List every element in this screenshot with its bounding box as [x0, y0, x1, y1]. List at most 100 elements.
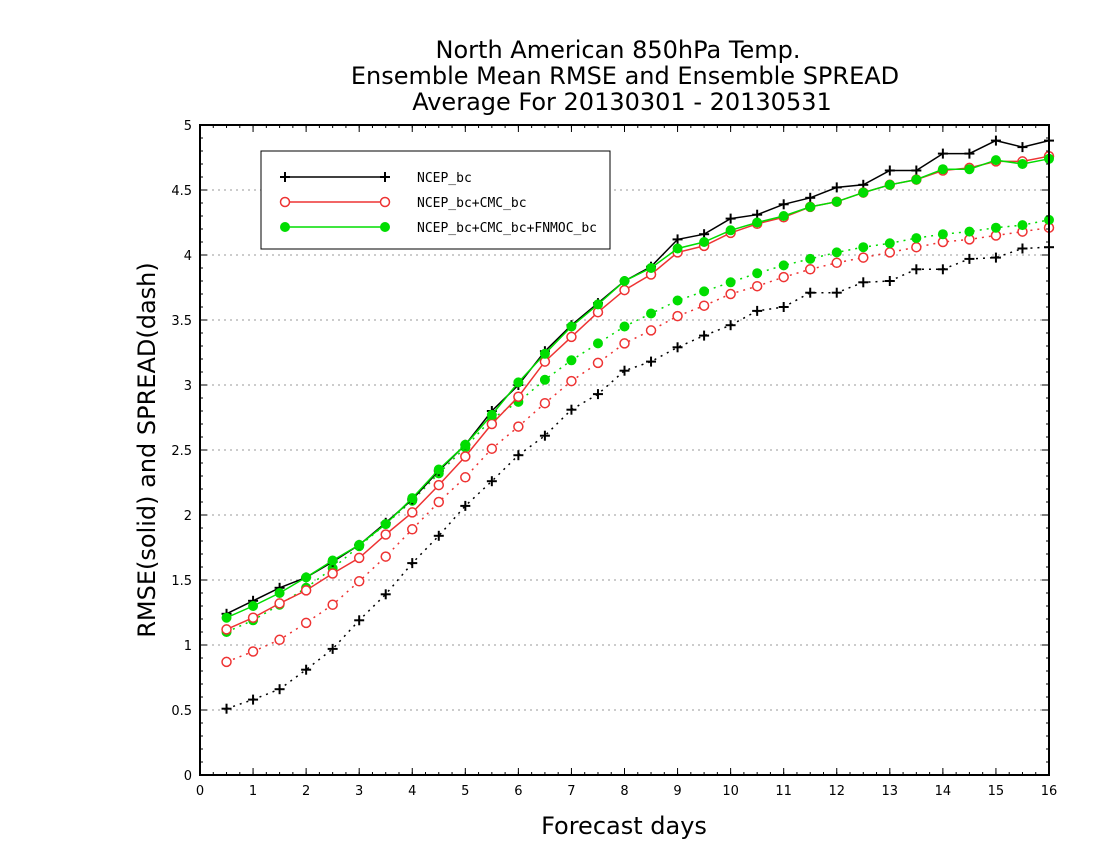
- legend-marker: [380, 222, 390, 232]
- series-spread-point-0: [221, 703, 232, 714]
- legend-label: NCEP_bc: [417, 171, 472, 186]
- series-spread-point-1: [672, 310, 683, 322]
- series-spread-point-0: [1017, 243, 1028, 254]
- series-rmse-point-0: [831, 182, 842, 193]
- series-rmse-point-1: [327, 568, 338, 579]
- series-rmse-point-0: [725, 213, 736, 224]
- series-rmse-point-2: [646, 263, 657, 273]
- legend-marker: [280, 172, 290, 182]
- series-spread-point-0: [327, 643, 338, 654]
- series-rmse-point-0: [937, 148, 948, 159]
- series-spread-point-0: [301, 664, 312, 675]
- series-spread-point-0: [460, 500, 471, 511]
- series-spread-point-1: [831, 257, 842, 269]
- series-spread-line-1: [226, 226, 1050, 663]
- series-spread-point-2: [964, 226, 975, 237]
- series-spread-point-2: [699, 286, 710, 297]
- series-spread-point-0: [407, 558, 418, 569]
- series-spread-point-2: [566, 355, 577, 366]
- x-tick-label: 6: [514, 784, 522, 799]
- y-tick-label: 1.5: [171, 574, 192, 589]
- y-tick-label: 4.5: [171, 184, 192, 199]
- series-spread-point-1: [911, 241, 922, 253]
- series-rmse-point-1: [619, 284, 630, 296]
- x-axis-title: Forecast days: [541, 812, 707, 840]
- series-rmse-point-1: [380, 529, 391, 540]
- series-spread-point-2: [725, 277, 736, 288]
- x-tick-label: 16: [1041, 784, 1058, 799]
- series-rmse-point-2: [380, 519, 391, 530]
- series-spread-point-1: [645, 325, 657, 336]
- legend-marker: [379, 196, 391, 208]
- series-rmse-point-2: [964, 164, 975, 175]
- x-tick-label: 4: [408, 784, 416, 799]
- series-rmse-point-2: [539, 348, 550, 359]
- x-tick-label: 2: [302, 784, 310, 799]
- series-rmse-point-2: [1017, 159, 1028, 169]
- x-tick-label: 11: [775, 784, 792, 799]
- series-spread-point-1: [566, 375, 577, 387]
- series-rmse-point-2: [619, 276, 630, 286]
- series-rmse-point-2: [911, 174, 922, 185]
- legend-box: [260, 150, 611, 250]
- series-spread-point-2: [884, 238, 895, 249]
- series-spread-point-1: [460, 472, 471, 483]
- series-spread-point-0: [380, 589, 391, 600]
- series-rmse-point-1: [353, 552, 365, 564]
- x-tick-label: 1: [249, 784, 257, 799]
- series-rmse-point-2: [513, 377, 524, 388]
- series-spread-point-0: [646, 356, 657, 367]
- series-rmse-point-2: [990, 155, 1001, 166]
- series-rmse-point-1: [566, 331, 577, 343]
- series-rmse-point-2: [486, 409, 497, 420]
- series-spread-point-2: [619, 321, 630, 332]
- y-tick-label: 3: [184, 379, 192, 394]
- series-rmse-point-2: [778, 211, 789, 221]
- y-tick-label: 0.5: [171, 704, 192, 719]
- legend-label: NCEP_bc+CMC_bc+FNMOC_bc: [417, 221, 597, 236]
- chart-title-line-3: Average For 20130301 - 20130531: [412, 88, 832, 116]
- series-spread-point-1: [353, 576, 365, 587]
- series-spread-point-0: [672, 342, 683, 353]
- series-spread-point-0: [937, 264, 948, 275]
- series-spread-point-0: [805, 287, 816, 298]
- series-spread-point-1: [858, 252, 869, 263]
- series-rmse-point-2: [858, 187, 869, 198]
- series-spread-point-0: [566, 404, 577, 415]
- x-tick-label: 3: [355, 784, 363, 799]
- series-spread-point-1: [698, 300, 710, 311]
- series-spread-point-1: [274, 634, 285, 646]
- series-rmse-point-1: [300, 585, 312, 596]
- series-spread-point-0: [858, 277, 869, 288]
- x-tick-label: 7: [567, 784, 575, 799]
- x-tick-label: 15: [988, 784, 1005, 799]
- series-spread-point-1: [804, 264, 816, 275]
- series-rmse-point-1: [274, 598, 285, 609]
- series-spread-point-2: [672, 295, 683, 306]
- series-spread-point-1: [592, 357, 604, 369]
- series-rmse-point-2: [805, 201, 816, 212]
- series-spread-point-1: [221, 656, 232, 668]
- y-tick-label: 0: [184, 769, 192, 784]
- series-rmse-point-2: [407, 493, 418, 504]
- series-spread-point-0: [486, 476, 497, 487]
- series-spread-point-1: [486, 443, 498, 454]
- legend: NCEP_bc NCEP_bc+CMC_bc NCEP_bc+CMC_bc+FNMO…: [260, 150, 611, 250]
- series-spread-point-0: [274, 684, 285, 695]
- y-tick-label: 4: [184, 249, 192, 264]
- series-spread-point-1: [619, 338, 630, 349]
- series-rmse-point-0: [964, 148, 975, 159]
- series-rmse-point-0: [805, 192, 816, 203]
- series-rmse-point-2: [592, 299, 603, 310]
- series-spread-point-2: [990, 222, 1001, 233]
- x-tick-label: 12: [828, 784, 845, 799]
- x-tick-label: 5: [461, 784, 469, 799]
- y-tick-label: 3.5: [171, 314, 192, 329]
- series-rmse-point-2: [301, 572, 312, 583]
- series-spread-point-0: [911, 264, 922, 275]
- plot-series: [221, 135, 1055, 714]
- series-spread-point-0: [699, 330, 710, 341]
- series-rmse-point-2: [831, 196, 842, 207]
- series-spread-point-1: [751, 280, 763, 292]
